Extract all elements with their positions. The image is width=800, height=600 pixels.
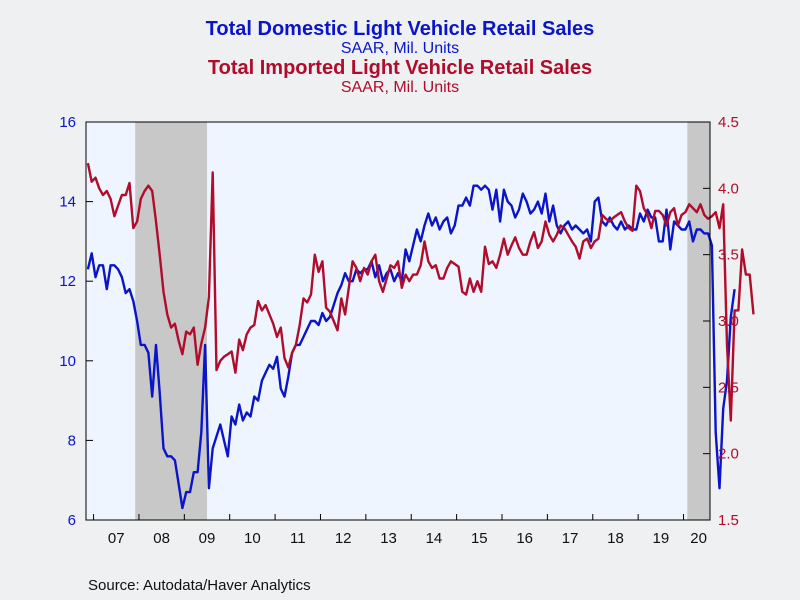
x-tick-label: 11 [290,530,306,547]
x-tick-label: 09 [199,530,216,547]
x-tick-label: 15 [471,530,488,547]
y-left-tick-label: 14 [59,194,76,211]
y-right-tick-label: 2.0 [718,446,739,463]
source-note: Source: Autodata/Haver Analytics [88,577,311,594]
x-tick-label: 07 [108,530,125,547]
y-left-tick-label: 6 [68,512,76,529]
chart-title-imported: Total Imported Light Vehicle Retail Sale… [207,57,593,79]
recession-band-0 [135,122,208,520]
y-left-tick-label: 8 [68,432,76,449]
chart-subtitle-domestic: SAAR, Mil. Units [340,40,460,57]
y-right-tick-label: 3.0 [718,313,739,330]
x-tick-label: 08 [153,530,170,547]
chart-title-domestic: Total Domestic Light Vehicle Retail Sale… [205,18,595,40]
y-right-tick-label: 4.5 [718,114,739,131]
x-tick-label: 20 [690,530,707,547]
chart-titles: Total Domestic Light Vehicle Retail Sale… [0,18,800,96]
y-right-tick-label: 1.5 [718,512,739,529]
x-tick-label: 14 [426,530,443,547]
chart-subtitle-imported: SAAR, Mil. Units [340,79,460,96]
x-tick-label: 17 [562,530,579,547]
y-left-tick-label: 16 [59,114,76,131]
recession-band-1 [687,122,710,520]
x-tick-label: 10 [244,530,261,547]
x-tick-label: 13 [380,530,397,547]
x-tick-label: 16 [516,530,533,547]
y-left-tick-label: 12 [59,273,76,290]
y-left-tick-label: 10 [59,353,76,370]
x-tick-label: 18 [607,530,624,547]
y-right-tick-label: 4.0 [718,180,739,197]
series-line-0 [86,184,736,510]
x-tick-label: 19 [652,530,669,547]
series-line-1 [86,162,755,422]
y-right-tick-label: 3.5 [718,247,739,264]
x-tick-label: 12 [335,530,352,547]
y-right-tick-label: 2.5 [718,379,739,396]
